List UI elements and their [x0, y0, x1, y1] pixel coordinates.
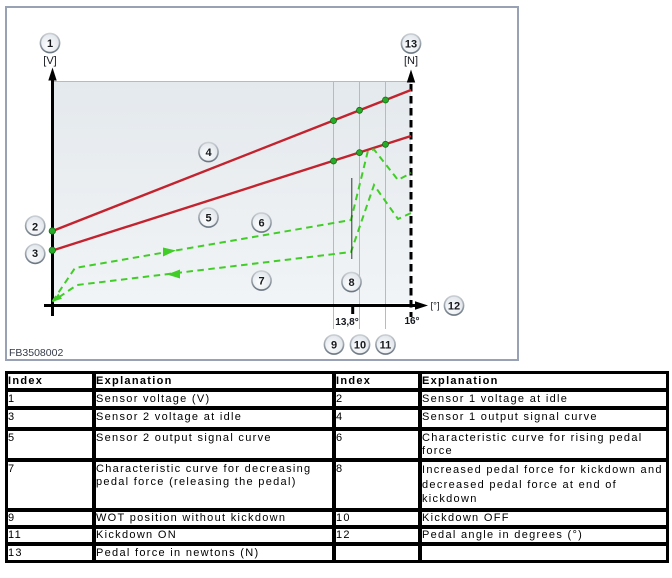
svg-text:8: 8	[348, 277, 354, 289]
svg-text:6: 6	[258, 217, 264, 229]
svg-text:10: 10	[354, 339, 366, 351]
svg-text:7: 7	[258, 275, 264, 287]
svg-text:[V]: [V]	[43, 55, 56, 67]
svg-text:13,8°: 13,8°	[335, 317, 358, 328]
svg-text:4: 4	[205, 147, 212, 159]
svg-text:[°]: [°]	[431, 301, 440, 312]
svg-text:FB3508002: FB3508002	[9, 347, 63, 359]
svg-text:2: 2	[32, 221, 38, 233]
svg-text:13: 13	[405, 38, 417, 50]
svg-text:11: 11	[380, 339, 392, 351]
svg-text:1: 1	[47, 38, 53, 50]
svg-text:12: 12	[448, 300, 460, 312]
svg-text:[N]: [N]	[404, 55, 418, 67]
svg-text:3: 3	[32, 248, 38, 260]
svg-text:9: 9	[331, 339, 337, 351]
svg-text:5: 5	[205, 212, 211, 224]
svg-text:16°: 16°	[404, 316, 419, 327]
